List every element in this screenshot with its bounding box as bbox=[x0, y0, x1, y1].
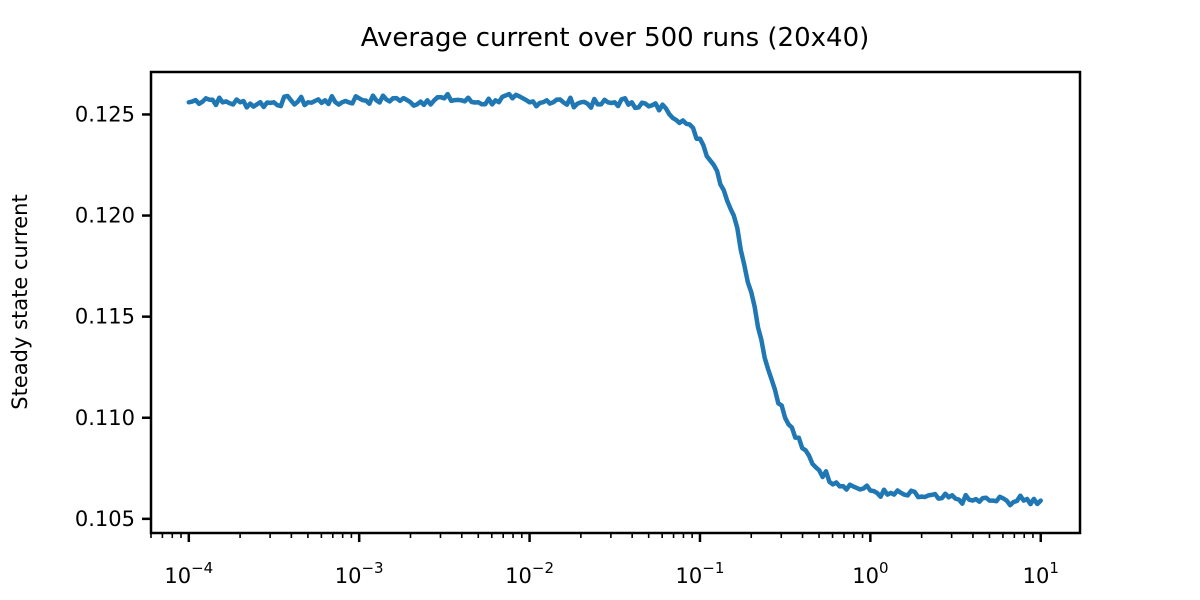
series-line bbox=[186, 91, 1043, 508]
y-tick-label: 0.105 bbox=[75, 507, 135, 531]
y-axis-label: Steady state current bbox=[8, 194, 32, 409]
y-tick-label: 0.115 bbox=[75, 305, 135, 329]
x-tick-label: 10−1 bbox=[676, 559, 725, 588]
x-tick-label: 101 bbox=[1023, 559, 1059, 588]
y-tick-label: 0.120 bbox=[75, 204, 135, 228]
x-tick-label: 10−3 bbox=[335, 559, 384, 588]
x-tick-label: 10−4 bbox=[164, 559, 213, 588]
y-tick-label: 0.125 bbox=[75, 102, 135, 126]
plot-frame bbox=[149, 70, 1082, 535]
chart-title: Average current over 500 runs (20x40) bbox=[361, 23, 870, 53]
x-tick-label: 10−2 bbox=[505, 559, 554, 588]
x-tick-label: 100 bbox=[852, 559, 888, 588]
y-tick-label: 0.110 bbox=[75, 406, 135, 430]
series-layer bbox=[186, 91, 1043, 508]
x-axis: 10−4 10−3 10−2 10−1 100 101 bbox=[150, 533, 1059, 588]
y-axis: 0.105 0.110 0.115 0.120 0.125 bbox=[75, 102, 151, 531]
